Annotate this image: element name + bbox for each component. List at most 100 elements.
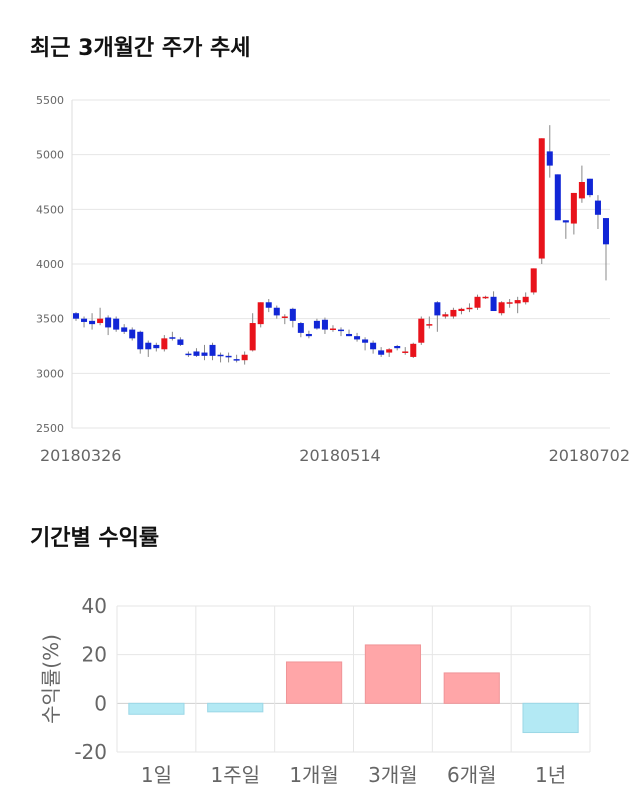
- candle-body: [410, 343, 417, 357]
- candle-body: [177, 339, 184, 345]
- candle-x-tick-label: 20180702: [549, 446, 630, 465]
- returns-x-tick-label: 1주일: [210, 763, 260, 787]
- candle-body: [586, 178, 593, 196]
- candle-body: [546, 151, 553, 166]
- candle-body: [201, 352, 208, 356]
- candle-body: [370, 342, 377, 350]
- candle-body: [233, 359, 240, 361]
- candle-body: [97, 318, 104, 324]
- candle-body: [89, 320, 96, 325]
- candle-body: [530, 268, 537, 293]
- candle-body: [305, 333, 312, 337]
- candle-body: [570, 192, 577, 224]
- candle-body: [281, 316, 288, 318]
- candle-body: [506, 302, 513, 304]
- returns-x-tick-label: 1년: [535, 763, 566, 787]
- candle-body: [434, 302, 441, 316]
- returns-bar: [128, 702, 185, 715]
- candle-body: [169, 337, 176, 339]
- candle-body: [450, 309, 457, 317]
- returns-x-tick-label: 6개월: [447, 763, 497, 787]
- candle-body: [554, 174, 561, 221]
- returns-bar: [443, 672, 500, 704]
- candle-body: [313, 320, 320, 329]
- returns-bar: [522, 702, 579, 734]
- candle-body: [329, 328, 336, 331]
- candle-y-tick-label: 5000: [36, 149, 64, 162]
- candle-y-tick-label: 3000: [36, 367, 64, 380]
- candle-body: [161, 338, 168, 350]
- candle-body: [482, 296, 489, 299]
- candle-body: [209, 344, 216, 356]
- returns-y-tick-label: -20: [74, 740, 107, 764]
- returns-bar: [285, 661, 343, 704]
- returns-bar-chart: -20 0 20 40 1일 1주일 1개월 3개월 6개월 1년 수익률(%): [39, 594, 591, 787]
- candle-body: [490, 296, 497, 312]
- returns-x-tick-label: 3개월: [368, 763, 418, 787]
- candle-body: [265, 302, 272, 308]
- candle-body: [257, 302, 264, 325]
- candle-x-ticks: 20180326 20180514 20180702: [40, 446, 630, 465]
- candle-gridlines: [71, 99, 610, 429]
- candle-body: [578, 182, 585, 199]
- candle-body: [538, 138, 545, 259]
- candle-y-tick-label: 5500: [36, 94, 64, 107]
- candle-body: [346, 333, 353, 337]
- returns-x-ticks: 1일 1주일 1개월 3개월 6개월 1년: [141, 763, 566, 787]
- candle-body: [185, 353, 192, 356]
- candle-body: [225, 355, 232, 358]
- candle-body: [129, 329, 136, 339]
- candle-body: [241, 354, 248, 361]
- candle-body: [466, 307, 473, 310]
- returns-bar: [364, 644, 422, 704]
- candle-body: [105, 317, 112, 328]
- candle-body: [137, 331, 144, 350]
- candle-body: [602, 218, 609, 245]
- candle-body: [562, 220, 569, 223]
- candle-body: [73, 313, 80, 319]
- returns-bar: [207, 702, 264, 713]
- returns-y-tick-label: 20: [82, 643, 107, 667]
- candle-body: [321, 319, 328, 330]
- candle-body: [193, 351, 200, 356]
- returns-x-tick-label: 1개월: [289, 763, 339, 787]
- candle-series: [73, 125, 609, 365]
- candle-body: [81, 318, 88, 322]
- returns-gridlines: [116, 605, 591, 753]
- candle-body: [442, 314, 449, 317]
- candle-body: [394, 346, 401, 349]
- candle-body: [594, 200, 601, 215]
- price-trend-title: 최근 3개월간 주가 추세: [30, 36, 251, 61]
- candle-body: [249, 323, 256, 351]
- candle-x-tick-label: 20180514: [299, 446, 380, 465]
- candle-body: [522, 296, 529, 303]
- candle-y-tick-label: 2500: [36, 422, 64, 435]
- candle-body: [386, 349, 393, 353]
- candle-body: [121, 327, 128, 332]
- candle-y-ticks: 2500 3000 3500 4000 4500 5000 5500: [36, 94, 64, 435]
- returns-y-ticks: -20 0 20 40: [74, 594, 107, 764]
- returns-y-axis-label: 수익률(%): [39, 634, 63, 724]
- candle-body: [337, 329, 345, 332]
- returns-y-tick-label: 0: [94, 691, 107, 715]
- candle-y-tick-label: 3500: [36, 313, 64, 326]
- candle-body: [418, 318, 425, 343]
- candle-y-tick-label: 4000: [36, 258, 64, 271]
- candle-body: [474, 296, 481, 308]
- candle-body: [217, 354, 224, 357]
- candle-body: [297, 323, 304, 333]
- returns-bars: [128, 644, 579, 734]
- candle-body: [273, 307, 280, 316]
- candle-y-tick-label: 4500: [36, 203, 64, 216]
- returns-title: 기간별 수익률: [30, 526, 160, 551]
- candle-body: [426, 324, 433, 326]
- candle-body: [362, 339, 369, 343]
- returns-x-tick-label: 1일: [141, 763, 172, 787]
- candle-body: [145, 342, 152, 350]
- returns-y-tick-label: 40: [82, 594, 107, 618]
- candle-body: [514, 300, 521, 304]
- candle-x-tick-label: 20180326: [40, 446, 121, 465]
- candle-body: [289, 308, 296, 321]
- candle-body: [498, 302, 505, 314]
